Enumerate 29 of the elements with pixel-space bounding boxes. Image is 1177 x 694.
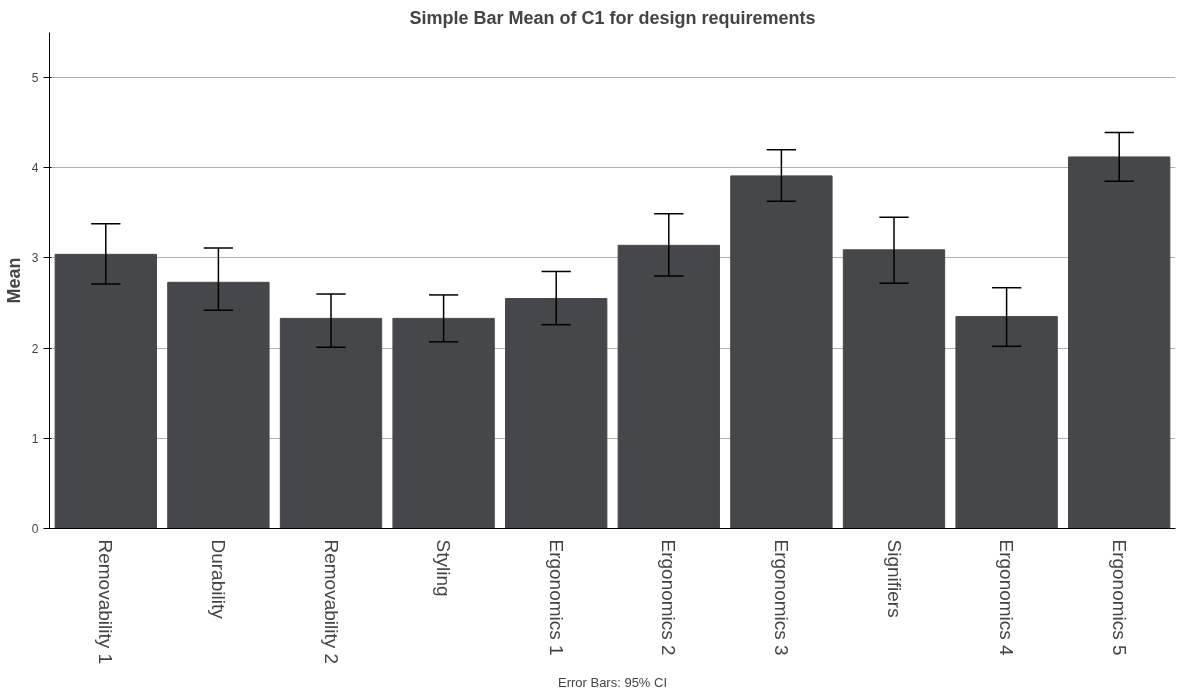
bar <box>617 244 720 529</box>
x-tick-label: Signifiers <box>883 539 905 618</box>
y-tick-label: 4 <box>31 161 39 176</box>
y-tick-label: 2 <box>31 341 39 356</box>
y-axis-title: Mean <box>3 257 24 304</box>
bar <box>730 175 833 529</box>
bar <box>167 281 270 529</box>
x-tick-label: Ergonomics 5 <box>1108 539 1130 656</box>
text: Error Bars: 95% CI <box>557 674 668 690</box>
bar <box>955 316 1058 529</box>
bar <box>1068 156 1171 529</box>
x-tick-label: Ergonomics 2 <box>658 539 680 656</box>
y-tick-label: 5 <box>31 71 39 86</box>
bar <box>505 298 608 529</box>
x-tick-label: Removability 2 <box>320 539 342 665</box>
x-tick-label: Ergonomics 4 <box>996 539 1018 657</box>
bar <box>279 317 383 529</box>
x-tick-label: Removability 1 <box>95 539 117 665</box>
y-tick-label: 3 <box>31 251 39 266</box>
chart-title: Simple Bar Mean of C1 for design requirements <box>409 7 816 28</box>
x-tick-label: Durability <box>207 539 229 620</box>
bar <box>54 253 157 529</box>
x-tick-label: Ergonomics 3 <box>770 539 792 656</box>
x-tick-label: Ergonomics 1 <box>545 539 567 656</box>
x-tick-label: Styling <box>433 539 455 597</box>
bar <box>842 249 946 529</box>
bar <box>392 317 495 529</box>
y-tick-label: 1 <box>31 431 39 446</box>
y-tick-label: 0 <box>31 522 39 536</box>
